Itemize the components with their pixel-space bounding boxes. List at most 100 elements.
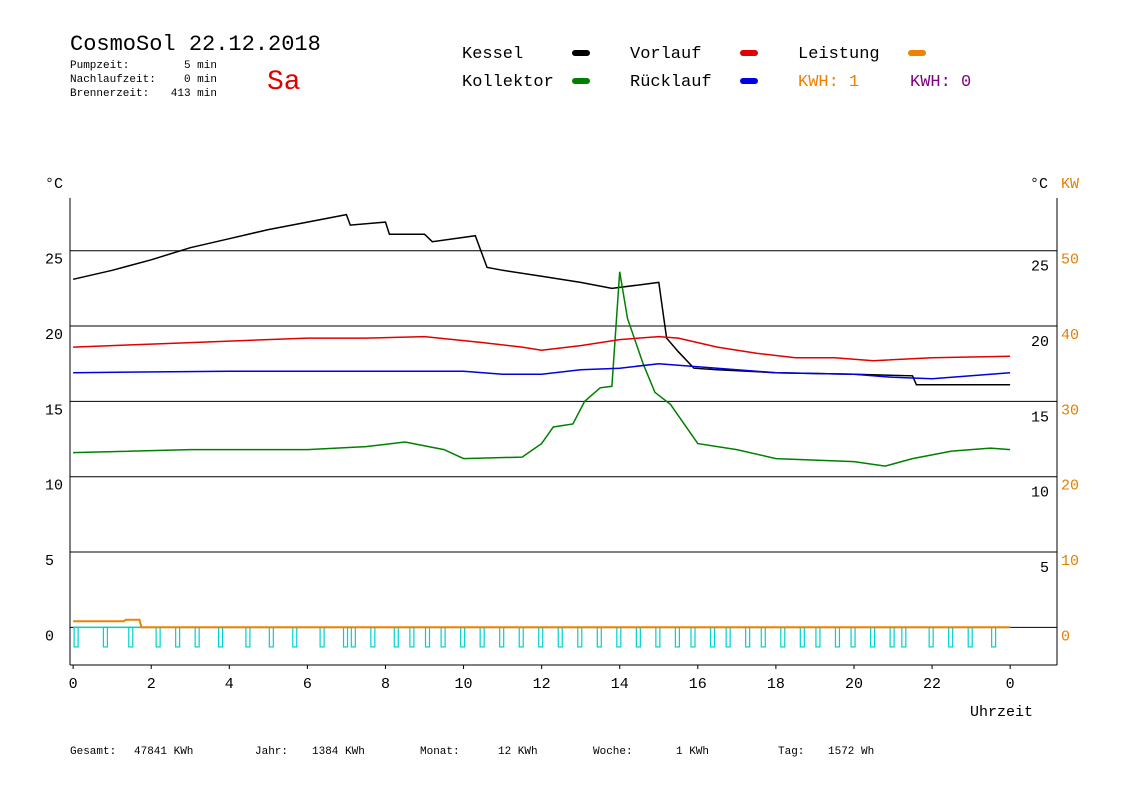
y2-axis-label: KW <box>1061 176 1079 193</box>
pump-pulse <box>518 626 524 648</box>
series-line <box>73 362 1011 380</box>
legend-swatch <box>740 78 758 84</box>
pump-pulse <box>815 626 821 648</box>
pump-pulse <box>319 626 325 648</box>
pump-pulse <box>834 626 841 648</box>
y-tick-label: 15 <box>45 402 63 419</box>
pump-pulse <box>889 626 895 648</box>
series-line <box>73 335 1011 362</box>
series-line <box>73 271 1011 467</box>
pump-pulse <box>268 626 274 648</box>
pump-pulse <box>409 626 415 648</box>
kwh-label: KWH: 0 <box>910 73 971 92</box>
footer-value: 12 KWh <box>498 746 538 758</box>
footer-label: Gesamt: <box>70 746 116 758</box>
footer-label: Woche: <box>593 746 633 758</box>
y2-tick-label: 20 <box>1061 478 1079 495</box>
pump-pulse <box>745 626 751 648</box>
footer-label: Monat: <box>420 746 460 758</box>
y-right-tick-label: 25 <box>1031 259 1049 276</box>
x-tick-label: 14 <box>611 676 629 693</box>
pump-pulse <box>538 626 544 648</box>
footer-value: 1572 Wh <box>828 746 874 758</box>
x-tick-label: 22 <box>923 676 941 693</box>
pump-pulse <box>967 626 973 648</box>
x-tick-label: 0 <box>69 676 78 693</box>
y2-tick-label: 40 <box>1061 327 1079 344</box>
footer-value: 47841 KWh <box>134 746 193 758</box>
title: CosmoSol 22.12.2018 <box>70 32 321 57</box>
x-tick-label: 2 <box>147 676 156 693</box>
pump-pulse <box>342 626 349 648</box>
footer-value: 1384 KWh <box>312 746 365 758</box>
pump-pulse <box>799 626 805 648</box>
y-right-tick-label: 5 <box>1040 560 1049 577</box>
pump-pulse <box>596 626 602 648</box>
pump-pulse <box>850 626 856 648</box>
pump-pulse <box>690 626 696 648</box>
pump-pulse <box>393 626 399 648</box>
legend-label: Vorlauf <box>630 45 701 64</box>
pump-pulse <box>73 626 79 648</box>
pump-pulse <box>155 626 161 648</box>
y-right-tick-label: 15 <box>1031 409 1049 426</box>
pump-pulse <box>869 626 876 648</box>
pump-pulse <box>460 626 466 648</box>
x-tick-label: 6 <box>303 676 312 693</box>
x-tick-label: 18 <box>767 676 785 693</box>
pump-pulse <box>440 626 446 648</box>
pump-pulse <box>479 626 485 648</box>
y-axis-label: °C <box>45 176 63 193</box>
legend-label: Rücklauf <box>630 73 712 92</box>
legend-label: Kessel <box>462 45 523 64</box>
pump-pulse <box>370 626 376 648</box>
x-tick-label: 4 <box>225 676 234 693</box>
day: Sa <box>267 67 301 98</box>
stat-value: 0 min <box>184 74 217 86</box>
legend-label: Kollektor <box>462 73 554 92</box>
stat-label: Nachlaufzeit: <box>70 74 156 86</box>
x-tick-label: 16 <box>689 676 707 693</box>
pump-pulse <box>292 626 298 648</box>
x-tick-label: 20 <box>845 676 863 693</box>
pump-pulse <box>991 626 997 648</box>
stat-value: 5 min <box>184 60 217 72</box>
y-tick-label: 10 <box>45 478 63 495</box>
legend-label: Leistung <box>798 45 880 64</box>
pump-pulse <box>175 626 181 648</box>
legend-swatch <box>572 50 590 56</box>
y-tick-label: 25 <box>45 252 63 269</box>
legend-swatch <box>908 50 926 56</box>
y-tick-label: 20 <box>45 327 63 344</box>
pump-pulse <box>655 626 661 648</box>
pump-pulse <box>102 626 109 648</box>
pump-pulse <box>217 626 224 648</box>
footer-value: 1 KWh <box>676 746 709 758</box>
y-tick-label: 0 <box>45 628 54 645</box>
x-tick-label: 10 <box>455 676 473 693</box>
stat-label: Pumpzeit: <box>70 60 129 72</box>
footer-label: Tag: <box>778 746 804 758</box>
y2-tick-label: 0 <box>1061 628 1070 645</box>
kwh-label: KWH: 1 <box>798 73 859 92</box>
footer-label: Jahr: <box>255 746 288 758</box>
y-right-tick-label: 20 <box>1031 334 1049 351</box>
pump-pulse <box>424 626 431 648</box>
pump-pulse <box>709 626 716 648</box>
pump-pulse <box>194 626 200 648</box>
pump-pulse <box>760 626 766 648</box>
y-right-tick-label: 10 <box>1031 485 1049 502</box>
series-line <box>73 618 1011 629</box>
pump-pulse <box>948 626 954 648</box>
y2-tick-label: 30 <box>1061 402 1079 419</box>
legend-swatch <box>740 50 758 56</box>
pump-pulse <box>499 626 505 648</box>
y2-tick-label: 50 <box>1061 252 1079 269</box>
stat-value: 413 min <box>171 88 217 100</box>
pump-pulse <box>245 626 251 648</box>
x-tick-label: 0 <box>1006 676 1015 693</box>
pump-pulse <box>350 626 356 648</box>
pump-pulse <box>901 626 907 648</box>
stat-label: Brennerzeit: <box>70 88 149 100</box>
